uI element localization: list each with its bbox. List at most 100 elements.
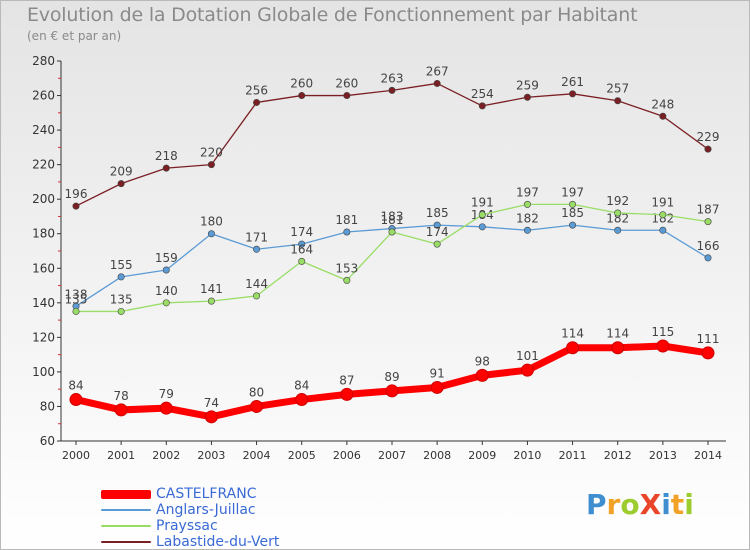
data-point-anglars-juillac (253, 245, 261, 253)
data-point-labastide-du-vert (659, 112, 667, 120)
x-tick-label: 2010 (513, 449, 541, 462)
data-label-labastide-du-vert: 259 (516, 78, 539, 92)
data-point-prayssac (298, 257, 306, 265)
legend-label-castelfranc: CASTELFRANC (156, 486, 257, 502)
data-point-labastide-du-vert (569, 90, 577, 98)
chart-title: Evolution de la Dotation Globale de Fonc… (27, 4, 638, 26)
data-label-castelfranc: 87 (339, 373, 354, 387)
data-label-labastide-du-vert: 218 (155, 149, 178, 163)
data-label-castelfranc: 101 (516, 349, 539, 363)
data-point-castelfranc (475, 368, 489, 382)
data-label-prayssac: 197 (561, 185, 584, 199)
data-point-castelfranc (250, 399, 264, 413)
legend-item-castelfranc: CASTELFRANC (101, 486, 279, 502)
data-point-anglars-juillac (704, 254, 712, 262)
data-point-prayssac (207, 297, 215, 305)
data-label-castelfranc: 115 (651, 325, 674, 339)
data-point-prayssac (433, 240, 441, 248)
y-tick-label: 60 (40, 434, 55, 448)
data-point-castelfranc (114, 403, 128, 417)
x-tick-label: 2003 (197, 449, 225, 462)
logo-letter: i (684, 488, 694, 521)
data-label-labastide-du-vert: 254 (471, 87, 494, 101)
logo-letter: r (606, 488, 621, 521)
data-point-labastide-du-vert (207, 161, 215, 169)
data-label-labastide-du-vert: 257 (606, 82, 629, 96)
data-point-labastide-du-vert (162, 164, 170, 172)
data-label-castelfranc: 89 (384, 370, 399, 384)
data-label-anglars-juillac: 181 (335, 213, 358, 227)
x-tick-label: 2007 (378, 449, 406, 462)
logo-letter: o (620, 488, 640, 521)
data-label-prayssac: 141 (200, 282, 223, 296)
data-point-labastide-du-vert (117, 180, 125, 188)
data-point-anglars-juillac (569, 221, 577, 229)
data-point-prayssac (253, 292, 261, 300)
data-label-labastide-du-vert: 248 (651, 97, 674, 111)
data-label-prayssac: 174 (426, 225, 449, 239)
data-point-prayssac (162, 299, 170, 307)
data-label-labastide-du-vert: 220 (200, 146, 223, 160)
legend: CASTELFRANC Anglars-Juillac Prayssac Lab… (101, 486, 279, 550)
data-label-prayssac: 192 (606, 194, 629, 208)
data-point-prayssac (343, 276, 351, 284)
x-tick-label: 2012 (604, 449, 632, 462)
logo-letter: i (661, 488, 671, 521)
legend-item-prayssac: Prayssac (101, 518, 279, 534)
data-point-labastide-du-vert (478, 102, 486, 110)
y-tick-label: 120 (32, 330, 55, 344)
data-label-anglars-juillac: 183 (381, 210, 404, 224)
data-label-castelfranc: 98 (475, 354, 490, 368)
data-point-anglars-juillac (162, 266, 170, 274)
data-label-prayssac: 144 (245, 277, 268, 291)
y-tick-label: 140 (32, 296, 55, 310)
data-point-anglars-juillac (523, 226, 531, 234)
data-point-labastide-du-vert (388, 86, 396, 94)
data-label-castelfranc: 111 (697, 332, 720, 346)
data-label-prayssac: 153 (335, 261, 358, 275)
data-point-labastide-du-vert (704, 145, 712, 153)
data-point-castelfranc (69, 393, 83, 407)
data-point-anglars-juillac (478, 223, 486, 231)
legend-swatch-anglars-juillac (101, 509, 151, 511)
data-point-castelfranc (340, 387, 354, 401)
x-tick-label: 2013 (649, 449, 677, 462)
y-tick-label: 80 (40, 399, 55, 413)
data-point-anglars-juillac (343, 228, 351, 236)
data-point-prayssac (72, 307, 80, 315)
y-tick-label: 280 (32, 54, 55, 68)
logo-letter: t (670, 488, 685, 521)
x-tick-label: 2001 (107, 449, 135, 462)
x-tick-label: 2002 (152, 449, 180, 462)
data-label-labastide-du-vert: 256 (245, 83, 268, 97)
data-label-labastide-du-vert: 196 (65, 187, 88, 201)
data-label-prayssac: 164 (290, 242, 313, 256)
legend-swatch-labastide-du-vert (101, 541, 151, 543)
data-label-anglars-juillac: 159 (155, 251, 178, 265)
data-point-prayssac (704, 218, 712, 226)
data-label-castelfranc: 79 (159, 387, 174, 401)
data-label-prayssac: 140 (155, 284, 178, 298)
data-label-castelfranc: 91 (430, 366, 445, 380)
data-point-anglars-juillac (117, 273, 125, 281)
data-label-labastide-du-vert: 209 (110, 165, 133, 179)
data-point-castelfranc (701, 346, 715, 360)
data-point-castelfranc (204, 410, 218, 424)
legend-label-prayssac: Prayssac (156, 518, 218, 534)
x-tick-label: 2006 (333, 449, 361, 462)
data-point-prayssac (659, 211, 667, 219)
data-label-anglars-juillac: 174 (290, 225, 313, 239)
data-point-labastide-du-vert (523, 93, 531, 101)
data-point-labastide-du-vert (343, 92, 351, 100)
data-label-anglars-juillac: 182 (516, 211, 539, 225)
legend-label-labastide-du-vert: Labastide-du-Vert (156, 534, 280, 550)
series-line-labastide-du-vert (75, 82, 709, 207)
data-label-castelfranc: 80 (249, 385, 264, 399)
y-tick-label: 240 (32, 123, 55, 137)
data-point-anglars-juillac (207, 230, 215, 238)
data-label-prayssac: 135 (65, 292, 88, 306)
data-point-castelfranc (656, 339, 670, 353)
data-point-castelfranc (159, 401, 173, 415)
